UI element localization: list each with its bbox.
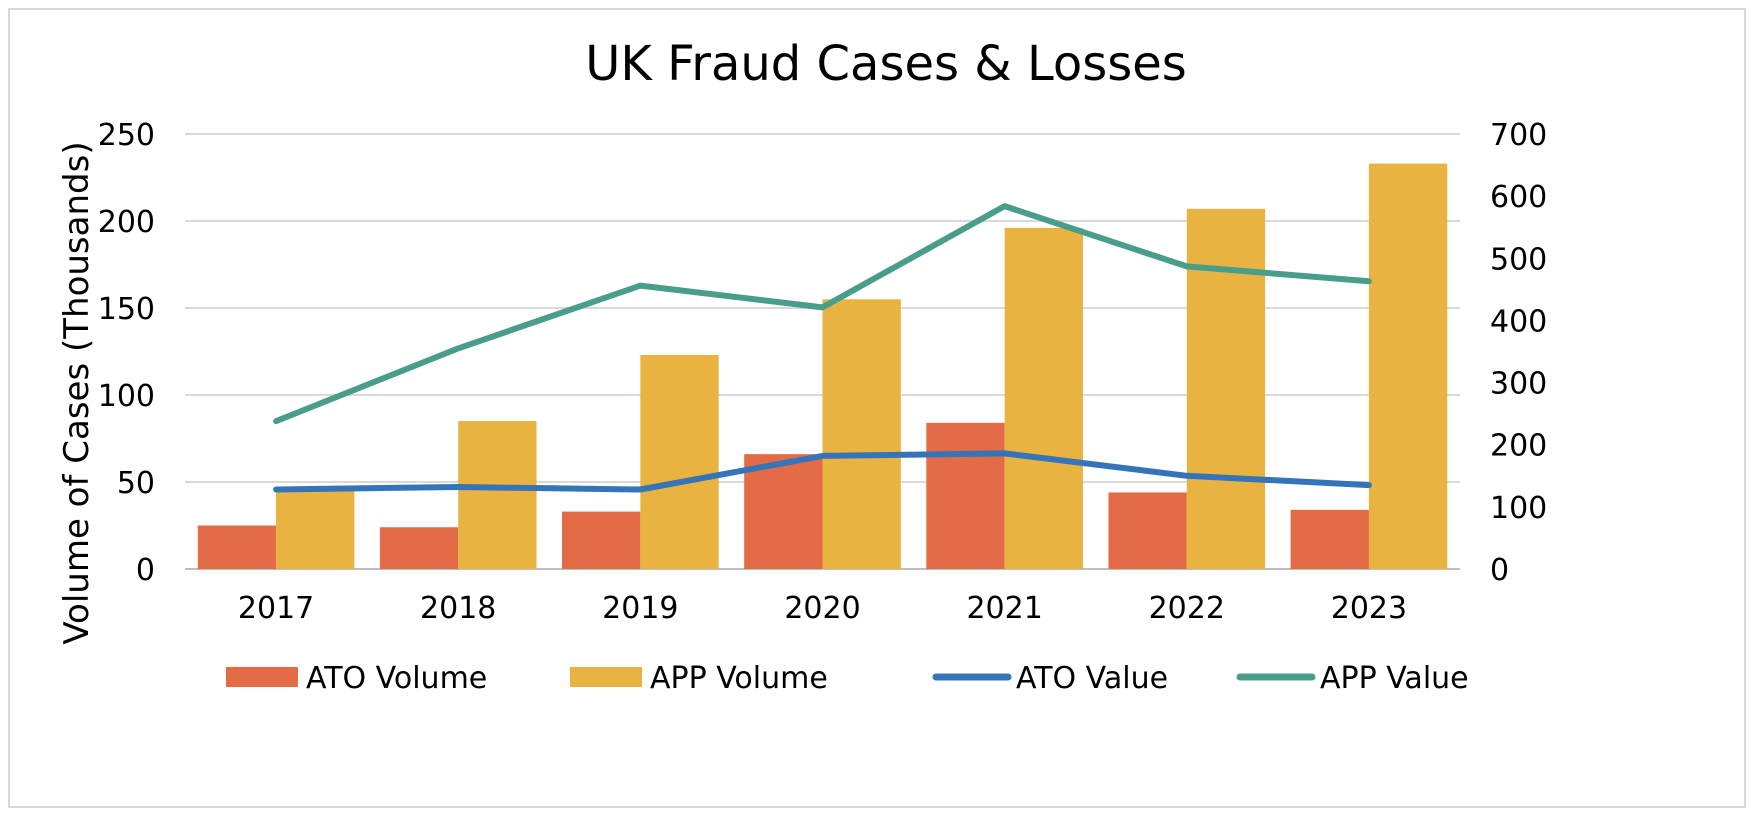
legend-label: APP Value <box>1320 661 1469 696</box>
y2-tick-label: 500 <box>1490 242 1547 277</box>
x-tick-label: 2019 <box>602 591 678 626</box>
legend-label: APP Volume <box>650 661 828 696</box>
bar-app-volume-2018 <box>458 421 537 569</box>
bar-app-volume-2023 <box>1368 163 1448 569</box>
bar-app-volume-2021 <box>1004 227 1083 569</box>
bar-ato-volume-2021 <box>926 422 1005 569</box>
bars-layer <box>197 163 1448 569</box>
bar-ato-volume-2023 <box>1290 509 1369 569</box>
x-tick-label: 2023 <box>1331 591 1407 626</box>
lines-layer <box>273 203 1372 493</box>
x-tick-label: 2017 <box>238 591 314 626</box>
x-tick-label: 2018 <box>420 591 496 626</box>
bar-ato-volume-2019 <box>562 511 641 569</box>
x-tick-label: 2021 <box>966 591 1042 626</box>
chart-frame: UK Fraud Cases & Losses Volume of Cases … <box>8 8 1746 808</box>
bar-ato-volume-2022 <box>1108 492 1187 569</box>
line-app-value <box>273 203 1372 425</box>
y-tick-label: 200 <box>98 205 155 240</box>
y-tick-label: 50 <box>117 466 155 501</box>
y-tick-label: 0 <box>136 553 155 588</box>
legend-label: ATO Volume <box>306 661 487 696</box>
line-ato-value <box>273 450 1372 493</box>
y-tick-label: 250 <box>98 118 155 153</box>
legend-swatch <box>570 667 642 687</box>
y2-tick-label: 0 <box>1490 553 1509 588</box>
chart-svg: UK Fraud Cases & Losses Volume of Cases … <box>57 36 1548 696</box>
x-tick-label: 2022 <box>1149 591 1225 626</box>
chart-title: UK Fraud Cases & Losses <box>585 36 1187 92</box>
bar-ato-volume-2017 <box>197 525 277 569</box>
y2-tick-label: 600 <box>1490 180 1547 215</box>
x-tick-label: 2020 <box>784 591 860 626</box>
axis-layer: 0 50 100 150 200 250 0 100 200 300 400 500 600 700 201… <box>98 118 1548 626</box>
y2-tick-label: 400 <box>1490 304 1547 339</box>
y-tick-label: 150 <box>98 292 155 327</box>
legend-label: ATO Value <box>1016 661 1168 696</box>
legend-layer: ATO Volume APP Volume ATO Value APP Value <box>226 661 1469 696</box>
bar-app-volume-2022 <box>1186 208 1266 569</box>
y-tick-label: 100 <box>98 379 155 414</box>
y2-tick-label: 700 <box>1490 118 1547 153</box>
bar-app-volume-2020 <box>822 299 901 569</box>
y2-tick-label: 300 <box>1490 367 1547 402</box>
y-axis-label: Volume of Cases (Thousands) <box>57 141 97 644</box>
bar-app-volume-2017 <box>276 490 355 569</box>
legend-swatch <box>226 667 298 687</box>
y2-tick-label: 200 <box>1490 429 1547 464</box>
bar-ato-volume-2020 <box>744 454 823 569</box>
y2-tick-label: 100 <box>1490 491 1547 526</box>
bar-app-volume-2019 <box>640 354 719 569</box>
bar-ato-volume-2018 <box>379 527 459 569</box>
